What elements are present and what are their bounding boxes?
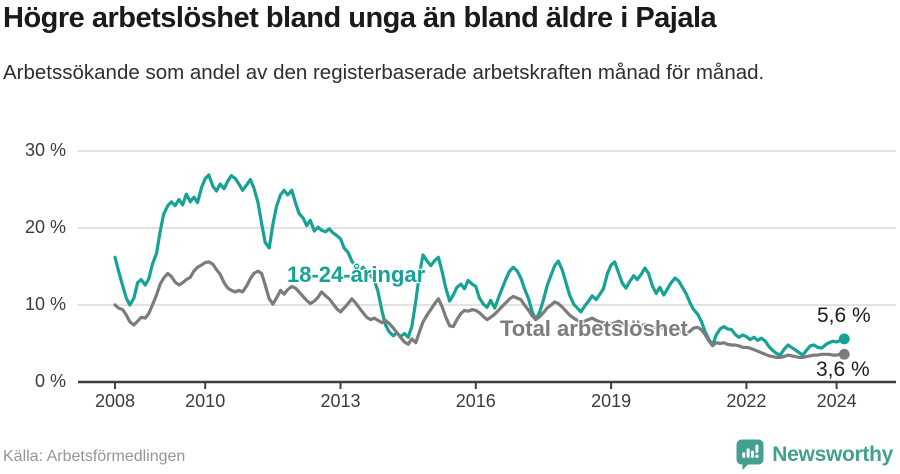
end-value-total: 3,6 % [816,358,870,381]
x-tick-label-2019: 2019 [591,391,632,411]
series-lines [113,173,850,360]
x-tick-label-2024: 2024 [816,391,857,411]
newsworthy-speech-bubble-chart-icon [736,439,764,470]
y-tick-label-30: 30 % [24,140,66,160]
end-value-young: 5,6 % [817,304,871,327]
x-tick-label-2010: 2010 [185,391,226,411]
series-label-young: 18-24-åringar [287,262,426,287]
x-tick-label-2016: 2016 [455,391,496,411]
end-dot-young [838,333,850,345]
x-tick-label-2013: 2013 [320,391,361,411]
newsworthy-wordmark: Newsworthy [772,442,893,466]
series-label-total: Total arbetslöshet [500,316,688,341]
end-dot-total [838,348,850,360]
x-axis [78,380,896,389]
newsworthy-logo: Newsworthy [736,439,893,470]
page-title: Högre arbetslöshet bland unga än bland ä… [3,2,717,34]
series-line-total [113,260,846,359]
y-tick-label-0: 0 % [34,371,66,391]
page-subtitle: Arbetssökande som andel av den registerb… [3,61,765,84]
series-line-young [113,173,846,357]
y-tick-label-20: 20 % [24,217,66,237]
gridlines [78,150,896,306]
x-tick-label-2022: 2022 [726,391,767,411]
x-tick-label-2008: 2008 [94,391,136,411]
source-note: Källa: Arbetsförmedlingen [3,448,186,465]
y-tick-label-10: 10 % [24,294,66,314]
